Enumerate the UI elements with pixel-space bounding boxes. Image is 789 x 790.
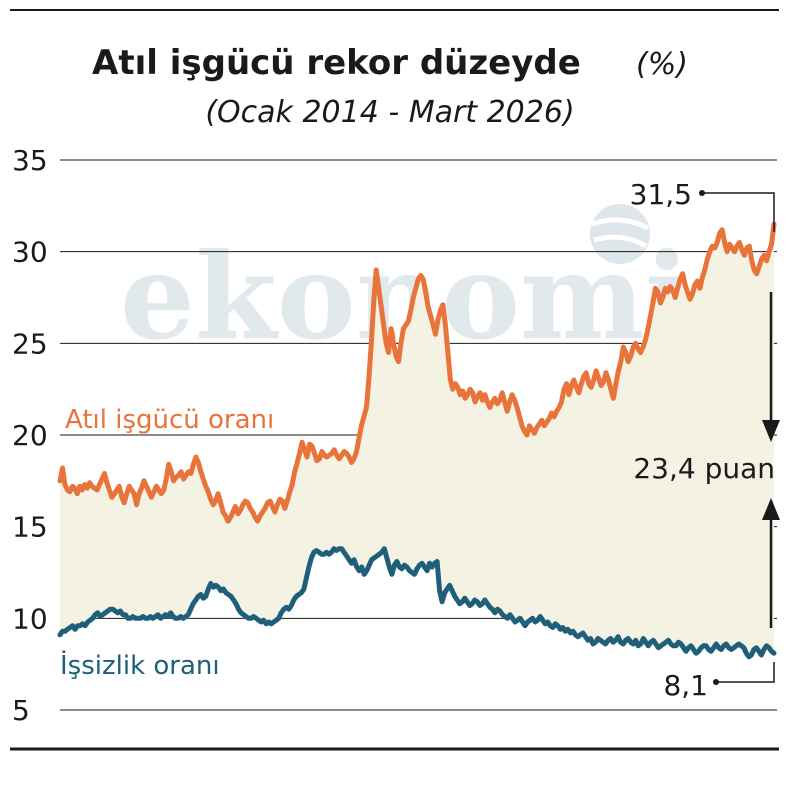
y-tick-label-30: 30 [12,236,48,269]
series-label-atil: Atıl işgücü oranı [65,405,274,435]
y-tick-label-10: 10 [12,602,48,635]
series-label-issizlik: İşsizlik oranı [60,649,220,681]
watermark-globe-icon [590,204,650,264]
chart-title-unit: (%) [636,47,688,82]
gap-fill-area [60,224,774,657]
y-tick-label-35: 35 [12,144,48,177]
series-layer [57,221,777,660]
y-tick-label-5: 5 [12,694,30,727]
series-line-issizlik [57,546,777,660]
gap-fill-layer [60,224,774,657]
watermark-globe-swoosh [591,217,650,249]
y-tick-label-15: 15 [12,511,48,544]
chart-subtitle: (Ocak 2014 - Mart 2026) [205,95,574,130]
end-low-label: 8,1 [663,669,708,702]
y-tick-layer: 35 30 25 20 15 10 5 [12,144,48,727]
gap-label: 23,4 puan [633,452,775,485]
gap-arrow-up-head [762,498,780,520]
series-line-atil-isgucu [57,221,777,524]
gap-arrow-down-head [762,420,780,442]
y-tick-label-20: 20 [12,419,48,452]
y-tick-label-25: 25 [12,327,48,360]
chart-title: Atıl işgücü rekor düzeyde [92,43,581,83]
end-high-leader [702,192,775,232]
end-low-leader [716,662,775,683]
end-high-label: 31,5 [630,178,692,211]
